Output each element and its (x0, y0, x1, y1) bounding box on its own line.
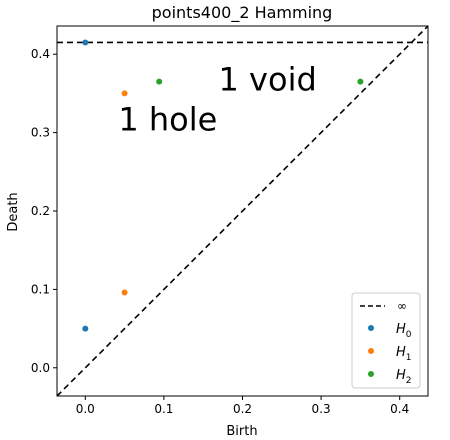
legend-label-h1: H1 (396, 345, 412, 363)
legend-label-h0: H0 (396, 322, 412, 340)
diagonal-line (56, 25, 429, 397)
legend-marker-h2 (368, 371, 374, 377)
legend: ∞ H0 H1 H2 (351, 292, 421, 389)
x-tick-label: 0.3 (312, 402, 331, 416)
x-tick-label: 0.0 (76, 402, 95, 416)
y-tick-label: 0.2 (31, 204, 50, 218)
legend-label-h2: H2 (396, 368, 412, 386)
point-h2 (156, 78, 163, 85)
legend-marker-h0 (368, 325, 374, 331)
axes: 0.0 0.1 0.2 0.3 0.4 0.0 0.1 0.2 0.3 0.4 (31, 25, 429, 416)
legend-box (351, 292, 421, 389)
point-h0 (82, 325, 89, 332)
y-tick-label: 0.4 (31, 47, 50, 61)
point-h1 (121, 289, 128, 296)
data-points (82, 39, 364, 332)
point-h2 (357, 78, 364, 85)
diagonal-dashed-line (56, 25, 429, 397)
x-tick-label: 0.2 (233, 402, 252, 416)
annotation-text: 1 hole (118, 100, 217, 138)
x-axis-label: Birth (226, 424, 257, 439)
x-tick-label: 0.1 (154, 402, 173, 416)
annotation-text: 1 void (219, 60, 317, 98)
chart-title: points400_2 Hamming (152, 3, 333, 23)
x-tick-label: 0.4 (390, 402, 409, 416)
y-tick-label: 0.0 (31, 361, 50, 375)
legend-marker-h1 (368, 348, 374, 354)
y-tick-label: 0.3 (31, 126, 50, 140)
point-h1 (121, 90, 128, 97)
y-axis-label: Death (6, 192, 21, 231)
point-h0 (82, 39, 89, 46)
legend-infinity-label: ∞ (397, 299, 407, 313)
y-tick-label: 0.1 (31, 282, 50, 296)
